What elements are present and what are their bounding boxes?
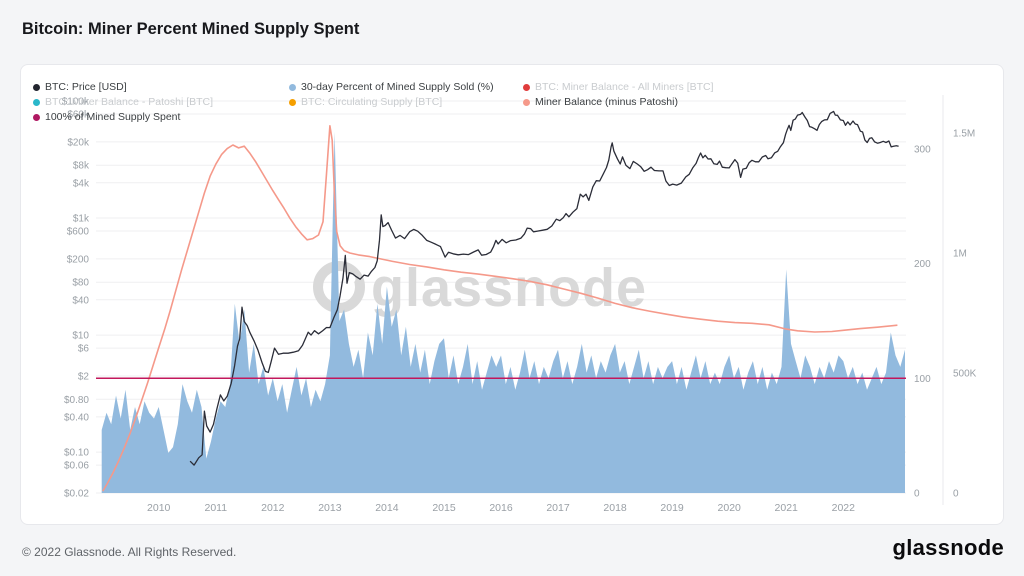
svg-text:2017: 2017 (546, 502, 570, 514)
miner-balance-line (102, 125, 898, 492)
legend-color-dot-icon (523, 83, 530, 91)
legend-item[interactable]: 30-day Percent of Mined Supply Sold (%) (289, 81, 494, 93)
svg-text:2022: 2022 (832, 502, 856, 514)
svg-text:1M: 1M (953, 249, 967, 260)
legend-item-label: BTC: Miner Balance - All Miners [BTC] (535, 81, 714, 93)
legend-item-label: 100% of Mined Supply Spent (45, 111, 181, 123)
legend-item-label: Miner Balance (minus Patoshi) (535, 96, 678, 108)
chart-legend: BTC: Price [USD] 30-day Percent of Mined … (21, 65, 1003, 125)
svg-text:$0.06: $0.06 (64, 461, 89, 472)
svg-text:2018: 2018 (603, 502, 627, 514)
svg-text:$0.80: $0.80 (64, 395, 89, 406)
svg-text:0: 0 (953, 489, 959, 500)
svg-text:300: 300 (914, 145, 931, 156)
svg-text:$40: $40 (72, 295, 89, 306)
svg-text:$6: $6 (78, 344, 90, 355)
legend-item[interactable]: BTC: Price [USD] (33, 81, 127, 93)
svg-text:2011: 2011 (205, 502, 228, 514)
svg-text:$10: $10 (72, 331, 89, 342)
legend-item[interactable]: BTC: Miner Balance - Patoshi [BTC] (33, 96, 213, 108)
svg-text:2016: 2016 (489, 502, 513, 514)
svg-text:$100k: $100k (62, 97, 90, 108)
svg-text:$4k: $4k (73, 178, 90, 189)
glassnode-logo: glassnode (892, 535, 1004, 560)
svg-text:$20k: $20k (67, 137, 90, 148)
watermark: glassnode (313, 258, 647, 318)
legend-item-label: BTC: Circulating Supply [BTC] (301, 96, 443, 108)
svg-text:$0.10: $0.10 (64, 448, 89, 459)
legend-color-dot-icon (33, 113, 40, 121)
percent-axis-labels: 0 100 200 300 (914, 145, 931, 500)
svg-text:$1k: $1k (73, 214, 90, 225)
svg-text:100: 100 (914, 374, 931, 385)
legend-item[interactable]: BTC: Circulating Supply [BTC] (289, 96, 442, 108)
copyright-text: © 2022 Glassnode. All Rights Reserved. (22, 545, 237, 559)
svg-text:$80: $80 (72, 278, 89, 289)
legend-color-dot-icon (33, 98, 40, 106)
legend-item-label: BTC: Miner Balance - Patoshi [BTC] (45, 96, 214, 108)
page-title: Bitcoin: Miner Percent Mined Supply Spen… (22, 20, 360, 38)
svg-text:2010: 2010 (147, 502, 171, 514)
btc-price-line (189, 110, 899, 466)
legend-item-label: 30-day Percent of Mined Supply Sold (%) (301, 81, 494, 93)
legend-color-dot-icon (289, 83, 296, 91)
svg-text:2014: 2014 (375, 502, 399, 514)
svg-text:500K: 500K (953, 369, 977, 380)
svg-text:$0.02: $0.02 (64, 489, 89, 500)
svg-text:$200: $200 (67, 254, 90, 265)
legend-item[interactable]: Miner Balance (minus Patoshi) (523, 96, 678, 108)
svg-text:0: 0 (914, 489, 920, 500)
legend-item[interactable]: BTC: Miner Balance - All Miners [BTC] (523, 81, 714, 93)
left-axis-labels: $100k $60k $20k $8k $4k $1k $600 $200 $80 $40 $10 $… (62, 97, 90, 500)
svg-text:$600: $600 (67, 227, 90, 238)
svg-text:$8k: $8k (73, 161, 90, 172)
svg-text:2013: 2013 (318, 502, 342, 514)
svg-text:200: 200 (914, 259, 931, 270)
svg-text:$60k: $60k (67, 110, 90, 121)
balance-axis-labels: 0 500K 1M 1.5M (953, 129, 977, 500)
svg-text:$0.40: $0.40 (64, 412, 89, 423)
supply-sold-area (101, 131, 905, 494)
legend-item-label: BTC: Price [USD] (45, 81, 127, 93)
legend-color-dot-icon (289, 98, 296, 106)
x-axis-labels: 2010 2011 2012 2013 2014 2015 2016 2017 2018 2019… (147, 502, 855, 514)
svg-text:2015: 2015 (432, 502, 456, 514)
svg-text:1.5M: 1.5M (953, 129, 975, 140)
legend-color-dot-icon (33, 83, 40, 91)
svg-text:2020: 2020 (718, 502, 742, 514)
svg-text:2021: 2021 (775, 502, 799, 514)
chart-card: glassnode $100k $60k $20k $8k $4k $1k $600 $200 $… (20, 64, 1004, 525)
svg-text:2019: 2019 (660, 502, 684, 514)
svg-text:glassnode: glassnode (371, 258, 647, 318)
svg-text:2012: 2012 (261, 502, 285, 514)
legend-color-dot-icon (523, 98, 530, 106)
legend-item[interactable]: 100% of Mined Supply Spent (33, 111, 180, 123)
svg-text:$2: $2 (78, 372, 90, 383)
chart-canvas[interactable]: glassnode$100k$60k$20k$8k$4k$1k$600$200$… (21, 65, 1003, 524)
